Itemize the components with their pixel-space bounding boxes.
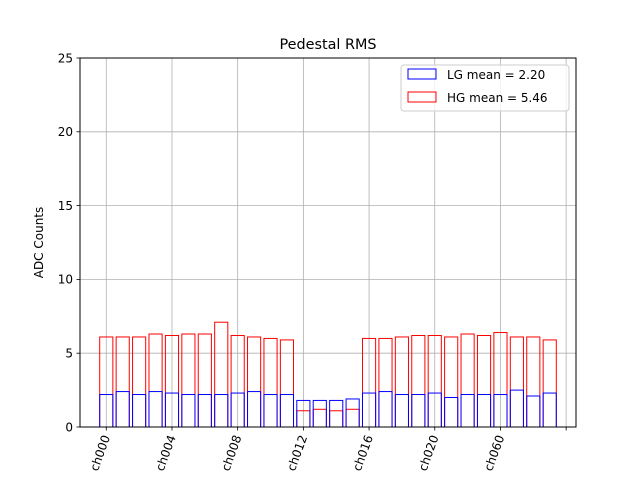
grid: [80, 57, 576, 428]
y-tick-label: 5: [65, 347, 73, 361]
y-tick-label: 0: [65, 420, 73, 434]
legend-box: [400, 64, 570, 112]
y-axis-label: ADC Counts: [32, 207, 46, 279]
y-tick-label: 20: [58, 125, 73, 139]
chart-title: Pedestal RMS: [279, 37, 376, 53]
legend-label-lg: LG mean = 2.20: [447, 68, 545, 82]
legend: LG mean = 2.20 HG mean = 5.46: [400, 64, 570, 112]
legend-label-hg: HG mean = 5.46: [447, 91, 548, 105]
legend-swatch-hg: [407, 91, 437, 103]
legend-swatch-lg: [407, 68, 437, 80]
plot-frame: [79, 57, 577, 428]
y-tick-label: 15: [58, 199, 73, 213]
y-tick-label: 10: [58, 273, 73, 287]
y-tick-label: 25: [58, 51, 73, 65]
